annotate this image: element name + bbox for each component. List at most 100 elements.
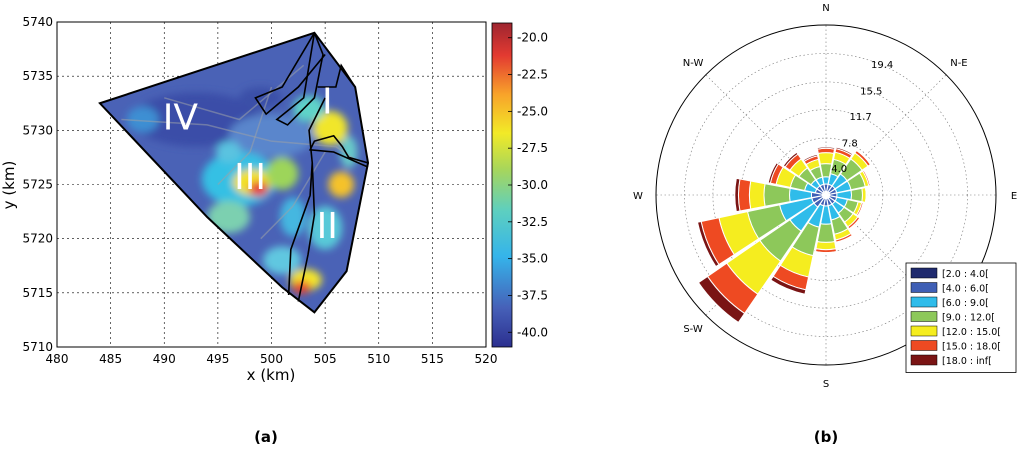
colorbar-tick-label: -30.0 (517, 178, 548, 192)
zone-label-ii: II (317, 206, 338, 247)
windrose-bar-segment (734, 177, 741, 213)
x-tick-label: 515 (421, 352, 444, 366)
road-line (260, 151, 326, 240)
panel-a-label: (a) (254, 428, 278, 446)
colorbar-tick-label: -37.5 (517, 288, 548, 302)
legend-label: [6.0 : 9.0[ (942, 298, 989, 309)
x-tick-label: 490 (153, 352, 176, 366)
zone-boundary-line (254, 32, 326, 116)
heatmap-x-axis-label: x (km) (247, 366, 296, 384)
x-tick-label: 520 (475, 352, 498, 366)
zone-boundary-line (287, 97, 326, 296)
heatmap-cell (215, 141, 242, 163)
x-tick-label: 495 (206, 352, 229, 366)
windrose-bar-segment (814, 251, 838, 254)
windrose-legend: [2.0 : 4.0[[4.0 : 6.0[[6.0 : 9.0[[9.0 : … (905, 262, 1017, 373)
zone-boundary-line (308, 134, 369, 168)
road-lines (121, 64, 369, 240)
windrose-bar-segment (816, 223, 836, 243)
heatmap-cell (307, 206, 343, 250)
panel-b-windrose: 4.0 7.8 11.7 15.5 19.4 N N-E E S S-W W N-W [2.0 : … (633, 3, 1017, 446)
zone-boundary-line (275, 32, 324, 126)
windrose-bar-segment (850, 187, 863, 203)
windrose-bar-segment (855, 149, 872, 166)
heatmap-y-ticks: 5710 5715 5720 5725 5730 5735 5740 (22, 15, 53, 354)
y-tick-label: 5720 (22, 232, 53, 246)
windrose-bar-segment (748, 180, 766, 210)
windrose-bar-segment (802, 153, 819, 163)
x-tick-label: 500 (260, 352, 283, 366)
heatmap-y-axis-label: y (km) (0, 161, 18, 210)
x-tick-label: 505 (314, 352, 337, 366)
radial-tick-label: 15.5 (860, 87, 882, 98)
compass-label-s: S (823, 379, 829, 390)
heatmap-cell (248, 181, 269, 197)
windrose-bar-segment (738, 178, 752, 212)
x-tick-label: 480 (46, 352, 69, 366)
legend-swatch (910, 325, 938, 337)
radial-tick-label: 19.4 (871, 60, 893, 71)
legend-swatch (910, 282, 938, 293)
x-tick-label: 510 (367, 352, 390, 366)
compass-label-e: E (1011, 191, 1017, 202)
windrose-bar-segment (834, 232, 853, 243)
colorbar-tick-label: -40.0 (517, 325, 548, 339)
windrose-bar-segment (767, 162, 779, 184)
compass-label-s-w: S-W (683, 324, 703, 335)
legend-swatch (910, 354, 938, 366)
compass-label-n-w: N-W (683, 58, 704, 69)
y-tick-label: 5715 (22, 286, 53, 300)
legend-swatch (910, 311, 938, 322)
windrose-bar-segment (696, 220, 720, 268)
windrose-compass-labels: N N-E E S S-W W N-W (633, 3, 1017, 390)
heatmap-cell (132, 92, 261, 147)
zone-boundary-line (317, 63, 356, 88)
zone-label-iii: III (234, 157, 266, 198)
y-tick-label: 5730 (22, 123, 53, 137)
radial-gridline (684, 53, 968, 337)
legend-label: [15.0 : 18.0[ (942, 342, 1001, 353)
radial-tick-label: 7.8 (842, 138, 858, 149)
heatmap-cell (126, 106, 159, 133)
windrose-bar-segment (835, 146, 854, 156)
windrose-bar-segment (864, 186, 868, 204)
heatmap-x-ticks: 480 485 490 495 500 505 510 515 520 (46, 352, 498, 366)
windrose-bar-segment (697, 275, 746, 324)
heatmap-cell (328, 171, 355, 198)
compass-label-w: W (633, 191, 643, 202)
heatmap-axes-frame (56, 21, 487, 348)
colorbar-tick-label: -25.0 (517, 104, 548, 118)
windrose-bars (696, 146, 872, 324)
legend-label: [18.0 : inf[ (942, 356, 992, 367)
heatmap-blobs (126, 87, 358, 294)
legend-label: [9.0 : 12.0[ (942, 313, 995, 324)
radial-tick-label: 4.0 (831, 164, 847, 175)
y-tick-label: 5740 (22, 15, 53, 29)
zone-label-i: I (322, 81, 333, 122)
y-tick-label: 5710 (22, 340, 53, 354)
heatmap-cell (266, 157, 299, 190)
windrose-bar-segment (770, 275, 807, 295)
colorbar-tick-label: -20.0 (517, 31, 548, 45)
windrose-bar-segment (855, 201, 864, 217)
panel-b-label: (b) (814, 428, 838, 446)
y-tick-label: 5725 (22, 178, 53, 192)
heatmap-cell (313, 110, 348, 146)
domain-outline (98, 31, 370, 314)
windrose-bar-segment (863, 169, 872, 187)
legend-label: [4.0 : 6.0[ (942, 284, 989, 295)
colorbar-tick-label: -35.0 (517, 252, 548, 266)
compass-label-n: N (822, 3, 829, 14)
legend-swatch (910, 296, 938, 308)
heatmap-cell (207, 200, 251, 234)
windrose-bar-segment (816, 146, 836, 150)
windrose-bar-segment (815, 241, 837, 251)
legend-swatch (910, 340, 938, 351)
windrose-bar-segment (782, 151, 799, 168)
legend-swatch (910, 267, 938, 279)
colorbar-tick-label: -32.5 (517, 215, 548, 229)
zone-label-iv: IV (163, 98, 199, 139)
x-tick-label: 485 (99, 352, 122, 366)
